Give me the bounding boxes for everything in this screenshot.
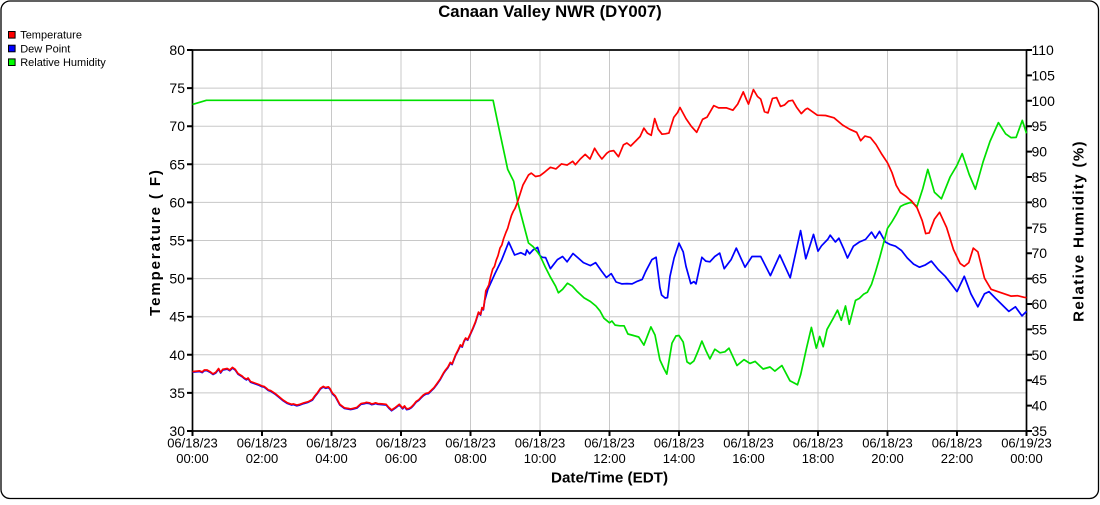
svg-text:20:00: 20:00 [871, 451, 904, 466]
svg-text:50: 50 [1032, 347, 1048, 363]
svg-text:Dew Point: Dew Point [20, 43, 70, 55]
svg-text:45: 45 [169, 309, 185, 325]
svg-text:22:00: 22:00 [941, 451, 974, 466]
svg-text:04:00: 04:00 [315, 451, 348, 466]
svg-text:12:00: 12:00 [593, 451, 626, 466]
svg-text:70: 70 [169, 118, 185, 134]
svg-text:75: 75 [1032, 220, 1048, 236]
svg-text:Relative Humidity (%): Relative Humidity (%) [1071, 140, 1088, 322]
svg-text:06/18/23: 06/18/23 [723, 436, 774, 451]
svg-text:105: 105 [1032, 67, 1056, 83]
svg-text:80: 80 [169, 42, 185, 58]
svg-text:02:00: 02:00 [246, 451, 279, 466]
svg-text:06/18/23: 06/18/23 [237, 436, 288, 451]
svg-text:45: 45 [1032, 372, 1048, 388]
svg-text:06/19/23: 06/19/23 [1001, 436, 1052, 451]
svg-text:65: 65 [169, 156, 185, 172]
svg-text:Relative Humidity: Relative Humidity [20, 57, 106, 69]
svg-text:60: 60 [169, 194, 185, 210]
svg-text:70: 70 [1032, 245, 1048, 261]
svg-text:Canaan Valley NWR (DY007): Canaan Valley NWR (DY007) [438, 2, 662, 21]
svg-text:14:00: 14:00 [663, 451, 696, 466]
svg-text:00:00: 00:00 [1010, 451, 1043, 466]
svg-text:06/18/23: 06/18/23 [584, 436, 635, 451]
svg-text:60: 60 [1032, 296, 1048, 312]
svg-text:55: 55 [1032, 321, 1048, 337]
svg-text:90: 90 [1032, 144, 1048, 160]
svg-text:06/18/23: 06/18/23 [515, 436, 566, 451]
svg-text:50: 50 [169, 271, 185, 287]
svg-text:18:00: 18:00 [802, 451, 835, 466]
svg-text:06/18/23: 06/18/23 [654, 436, 705, 451]
svg-text:06/18/23: 06/18/23 [167, 436, 218, 451]
svg-text:06/18/23: 06/18/23 [306, 436, 357, 451]
svg-text:110: 110 [1032, 42, 1055, 58]
svg-text:55: 55 [169, 233, 185, 249]
svg-text:100: 100 [1032, 93, 1056, 109]
svg-text:06/18/23: 06/18/23 [862, 436, 913, 451]
svg-text:06/18/23: 06/18/23 [793, 436, 844, 451]
svg-text:Temperature: Temperature [20, 30, 82, 42]
svg-text:40: 40 [169, 347, 185, 363]
svg-text:80: 80 [1032, 194, 1048, 210]
svg-text:35: 35 [1032, 423, 1048, 439]
svg-text:16:00: 16:00 [732, 451, 765, 466]
svg-text:10:00: 10:00 [524, 451, 557, 466]
svg-text:75: 75 [169, 80, 185, 96]
svg-text:06/18/23: 06/18/23 [445, 436, 496, 451]
svg-text:30: 30 [169, 423, 185, 439]
svg-text:08:00: 08:00 [454, 451, 487, 466]
svg-text:85: 85 [1032, 169, 1048, 185]
svg-text:00:00: 00:00 [176, 451, 209, 466]
svg-text:40: 40 [1032, 398, 1048, 414]
svg-text:Date/Time (EDT): Date/Time (EDT) [551, 470, 668, 487]
svg-text:35: 35 [169, 385, 185, 401]
svg-text:Temperature ( F): Temperature ( F) [147, 168, 164, 316]
svg-text:06:00: 06:00 [385, 451, 418, 466]
svg-text:06/18/23: 06/18/23 [376, 436, 427, 451]
svg-text:65: 65 [1032, 271, 1048, 287]
svg-text:06/18/23: 06/18/23 [932, 436, 983, 451]
svg-text:95: 95 [1032, 118, 1048, 134]
